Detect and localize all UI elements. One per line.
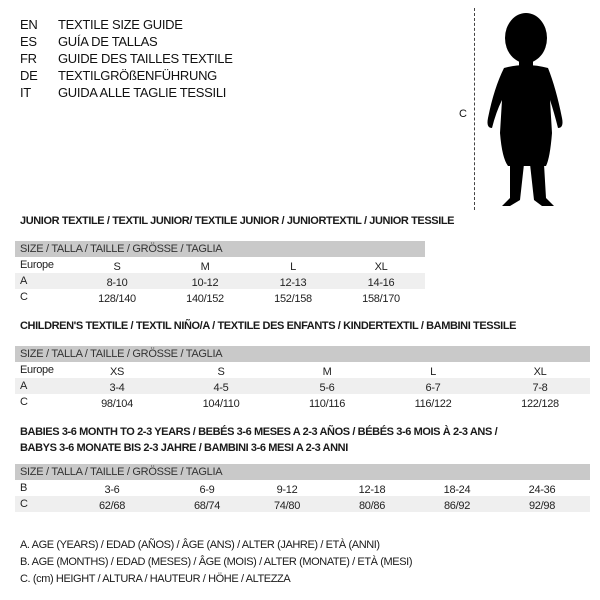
- table-cell: 6-7: [425, 382, 441, 394]
- table-cell: L: [290, 261, 296, 273]
- row-label: Europe: [20, 364, 54, 376]
- row-label: B: [20, 482, 28, 494]
- language-code: EN: [20, 17, 38, 32]
- table-row: C 62/68 68/74 74/80 80/86 86/92 92/98: [15, 496, 590, 512]
- child-silhouette-icon: [487, 13, 563, 206]
- table-cell: S: [217, 366, 225, 378]
- table-cell: 62/68: [98, 500, 126, 512]
- table-header: SIZE / TALLA / TAILLE / GRÖSSE / TAGLIA: [15, 241, 425, 257]
- guide-title: GUIDE DES TAILLES TEXTILE: [58, 51, 233, 66]
- table-row: Europe S M L XL: [15, 257, 425, 273]
- language-code: ES: [20, 34, 37, 49]
- table-cell: 24-36: [528, 484, 556, 496]
- table-cell: 98/104: [101, 398, 133, 410]
- table-cell: 140/152: [186, 293, 224, 305]
- language-title: DE TEXTILGRÖßENFÜHRUNG: [0, 67, 460, 84]
- table-cell: 80/86: [358, 500, 386, 512]
- guide-title: GUÍA DE TALLAS: [58, 34, 158, 49]
- table-cell: 68/74: [193, 500, 221, 512]
- table-title: BABIES 3-6 MONTH TO 2-3 YEARS / BEBÉS 3-…: [20, 426, 498, 438]
- table-cell: 7-8: [532, 382, 548, 394]
- table-cell: 6-9: [199, 484, 215, 496]
- table-cell: 116/122: [414, 398, 452, 410]
- language-title: FR GUIDE DES TAILLES TEXTILE: [0, 50, 460, 67]
- row-label: A: [20, 380, 28, 392]
- language-title: ES GUÍA DE TALLAS: [0, 33, 460, 50]
- table-cell: 18-24: [443, 484, 471, 496]
- table-cell: M: [322, 366, 332, 378]
- size-table: SIZE / TALLA / TAILLE / GRÖSSE / TAGLIA E…: [15, 346, 590, 410]
- table-header: SIZE / TALLA / TAILLE / GRÖSSE / TAGLIA: [15, 464, 590, 480]
- table-cell: 152/158: [274, 293, 312, 305]
- table-cell: 14-16: [367, 277, 395, 289]
- table-cell: L: [430, 366, 436, 378]
- table-cell: XL: [374, 261, 388, 273]
- guide-title: TEXTILE SIZE GUIDE: [58, 17, 183, 32]
- table-cell: 122/128: [521, 398, 559, 410]
- language-title: EN TEXTILE SIZE GUIDE: [0, 16, 460, 33]
- table-cell: 12-18: [358, 484, 386, 496]
- table-row: A 3-4 4-5 5-6 6-7 7-8: [15, 378, 590, 394]
- legend-item: C. (cm) HEIGHT / ALTURA / HAUTEUR / HÖHE…: [20, 573, 291, 585]
- table-cell: 3-4: [109, 382, 125, 394]
- row-label: A: [20, 275, 28, 287]
- table-row: B 3-6 6-9 9-12 12-18 18-24 24-36: [15, 480, 590, 496]
- table-cell: 86/92: [443, 500, 471, 512]
- table-cell: XS: [109, 366, 125, 378]
- legend-item: B. AGE (MONTHS) / EDAD (MESES) / ÂGE (MO…: [20, 556, 413, 568]
- language-code: FR: [20, 51, 37, 66]
- language-code: IT: [20, 85, 31, 100]
- table-cell: 104/110: [202, 398, 240, 410]
- size-table: SIZE / TALLA / TAILLE / GRÖSSE / TAGLIA E…: [15, 241, 425, 305]
- row-label: C: [20, 498, 28, 510]
- guide-title: TEXTILGRÖßENFÜHRUNG: [58, 68, 217, 83]
- table-cell: 110/116: [308, 398, 346, 410]
- table-header: SIZE / TALLA / TAILLE / GRÖSSE / TAGLIA: [15, 346, 590, 362]
- language-code: DE: [20, 68, 38, 83]
- table-cell: 8-10: [106, 277, 128, 289]
- language-title: IT GUIDA ALLE TAGLIE TESSILI: [0, 84, 460, 101]
- table-cell: 3-6: [104, 484, 120, 496]
- row-label: C: [20, 291, 28, 303]
- guide-title: GUIDA ALLE TAGLIE TESSILI: [58, 85, 227, 100]
- table-row: A 8-10 10-12 12-13 14-16: [15, 273, 425, 289]
- table-cell: 74/80: [273, 500, 301, 512]
- table-cell: 12-13: [279, 277, 307, 289]
- table-cell: XL: [533, 366, 547, 378]
- table-title: JUNIOR TEXTILE / TEXTIL JUNIOR/ TEXTILE …: [20, 215, 455, 227]
- table-row: Europe XS S M L XL: [15, 362, 590, 378]
- table-row: C 128/140 140/152 152/158 158/170: [15, 289, 425, 305]
- table-cell: 158/170: [362, 293, 400, 305]
- table-cell: 128/140: [98, 293, 136, 305]
- table-cell: 4-5: [213, 382, 229, 394]
- table-cell: 5-6: [319, 382, 335, 394]
- row-label: C: [20, 396, 28, 408]
- table-cell: 9-12: [276, 484, 298, 496]
- table-cell: M: [200, 261, 210, 273]
- table-cell: 10-12: [191, 277, 219, 289]
- size-table: SIZE / TALLA / TAILLE / GRÖSSE / TAGLIA B…: [15, 464, 590, 512]
- table-title: BABYS 3-6 MONATE BIS 2-3 JAHRE / BAMBINI…: [20, 442, 348, 454]
- table-row: C 98/104 104/110 110/116 116/122 122/128: [15, 394, 590, 410]
- height-measure-line: [474, 8, 475, 210]
- height-label: C: [459, 108, 467, 120]
- row-label: Europe: [20, 259, 54, 271]
- table-cell: 92/98: [528, 500, 556, 512]
- legend-item: A. AGE (YEARS) / EDAD (AÑOS) / ÂGE (ANS)…: [20, 539, 380, 551]
- table-cell: S: [113, 261, 121, 273]
- table-title: CHILDREN'S TEXTILE / TEXTIL NIÑO/A / TEX…: [20, 320, 517, 332]
